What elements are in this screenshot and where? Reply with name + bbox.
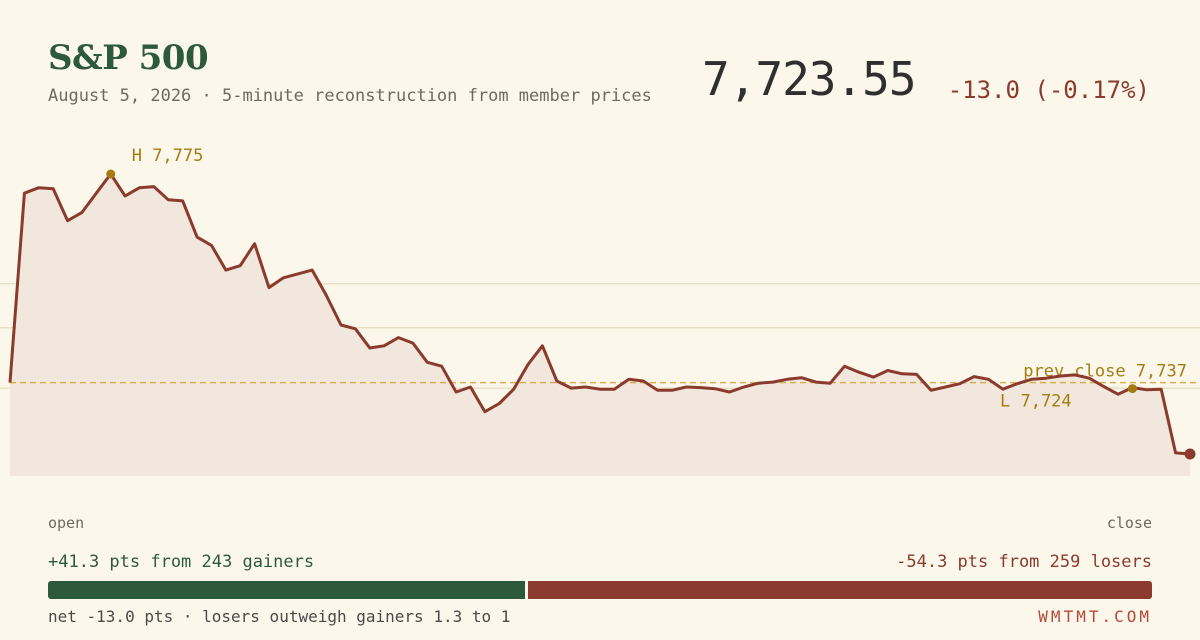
index-price: 7,723.55 xyxy=(702,52,917,106)
page-title: S&P 500 xyxy=(48,38,209,78)
price-line xyxy=(8,172,1191,456)
low-marker xyxy=(1127,384,1137,394)
price-change: -13.0 (-0.17%) xyxy=(947,76,1150,104)
breadth-bar xyxy=(48,581,1152,599)
low-label: L 7,724 xyxy=(1000,392,1072,412)
x-axis-open-label: open xyxy=(48,514,85,532)
high-label: H 7,775 xyxy=(132,146,204,166)
losers-label: -54.3 pts from 259 losers xyxy=(896,552,1152,572)
breadth-bar-divider xyxy=(524,581,528,599)
gainers-bar xyxy=(48,581,525,599)
net-summary: net -13.0 pts · losers outweigh gainers … xyxy=(48,607,511,626)
losers-bar xyxy=(527,581,1152,599)
price-area xyxy=(10,174,1190,476)
brand-label: WMTMT.COM xyxy=(1038,607,1152,626)
page-subtitle: August 5, 2026 · 5-minute reconstruction… xyxy=(48,86,652,106)
x-axis-close-label: close xyxy=(1106,514,1152,532)
gainers-label: +41.3 pts from 243 gainers xyxy=(48,552,315,572)
close-marker xyxy=(1184,448,1196,460)
high-marker xyxy=(106,169,116,179)
